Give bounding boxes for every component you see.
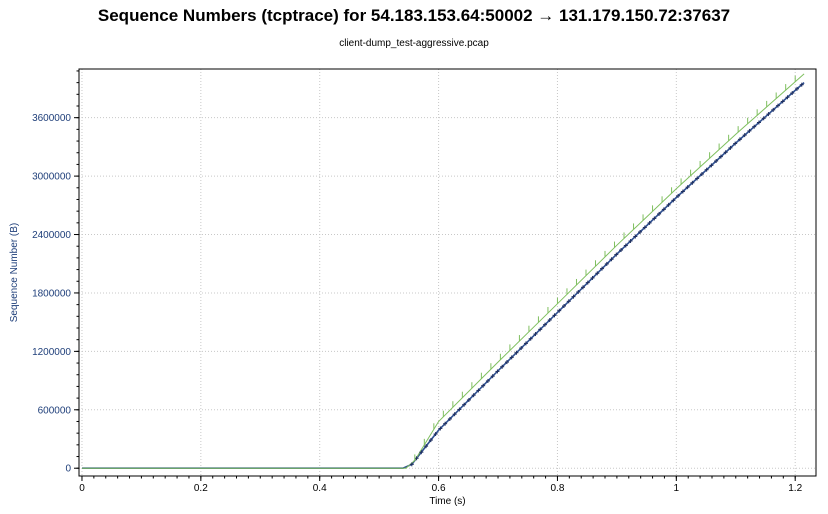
axis-ticks: 0 0.2 0.4 0.6 0.8 1 1.2 0 600000 1200000 1800000 24…: [32, 70, 803, 494]
x-tick-label: 0.2: [194, 483, 208, 494]
y-tick-label: 0: [65, 464, 71, 475]
series-group: [82, 73, 805, 470]
series-line: [82, 73, 805, 469]
x-tick-label: 0.8: [551, 483, 565, 494]
y-tick-label: 600000: [38, 405, 72, 416]
y-tick-label: 1200000: [32, 347, 71, 358]
y-tick-label: 3000000: [32, 172, 71, 183]
y-tick-label: 1800000: [32, 288, 71, 299]
plot-frame: [78, 68, 817, 477]
y-tick-label: 3600000: [32, 113, 71, 124]
chart-title: Sequence Numbers (tcptrace) for 54.183.1…: [97, 6, 731, 25]
grid: [79, 69, 816, 476]
x-axis-label: Time (s): [429, 496, 465, 507]
series-line: [82, 81, 805, 470]
x-tick-label: 1: [674, 483, 680, 494]
x-tick-label: 0.6: [432, 483, 446, 494]
chart-subtitle: client-dump_test-aggressive.pcap: [339, 38, 489, 49]
x-tick-label: 0.4: [313, 483, 327, 494]
x-tick-label: 0: [79, 483, 85, 494]
x-tick-label: 1.2: [788, 483, 802, 494]
y-tick-label: 2400000: [32, 230, 71, 241]
y-axis-label: Sequence Number (B): [9, 223, 20, 323]
